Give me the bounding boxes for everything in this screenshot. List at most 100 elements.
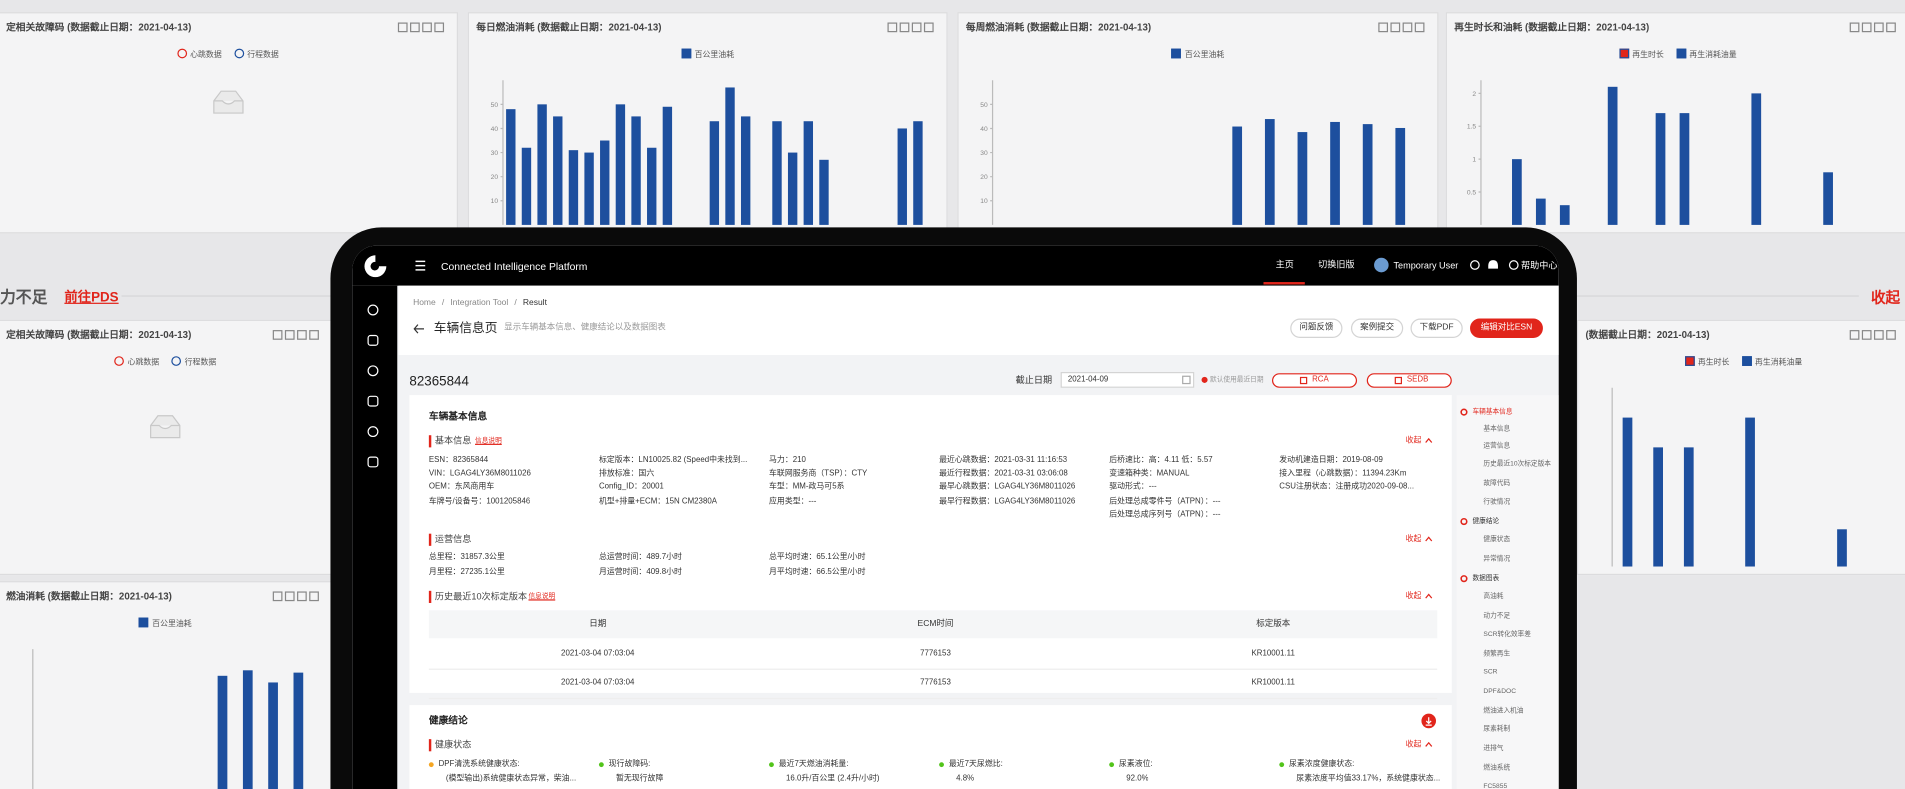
action-button[interactable]: 下载PDF [1410, 318, 1463, 338]
y-tick-label: 30 [491, 150, 499, 157]
nav-section[interactable]: 数据图表 [1472, 575, 1500, 583]
y-tick-label: 50 [980, 102, 988, 109]
legend-item: 百公里油耗 [681, 47, 735, 60]
chevron-shape [1425, 536, 1433, 542]
section-link[interactable]: 前往PDS [64, 290, 119, 306]
y-tick-label: 2 [1472, 91, 1476, 98]
nav-link[interactable]: 故障代码 [1483, 480, 1511, 488]
legend-item: 再生时长 [1684, 355, 1729, 367]
section-marker [428, 533, 432, 546]
action-button[interactable]: 问题反馈 [1290, 318, 1343, 338]
nav-link[interactable]: 高油耗 [1483, 593, 1504, 601]
legend-label: 百公里油耗 [694, 51, 735, 60]
nav-link[interactable]: 燃油系统 [1483, 764, 1511, 772]
chart-panel: (数据截止日期：2021-04-13) 再生时长 再生消耗油量 [1576, 319, 1905, 576]
app-title: Connected Intelligence Platform [441, 260, 588, 273]
table-cell: 2021-03-04 07:03:04 [561, 678, 635, 687]
legend-label: 心跳数据 [127, 358, 160, 368]
nav-link[interactable]: 异常情况 [1483, 555, 1511, 563]
nav-link[interactable]: 基本信息 [1483, 425, 1511, 433]
section-note[interactable]: 信息说明 [528, 593, 556, 601]
empty-icon-shape [212, 90, 243, 114]
info-field: 总运营时间：489.7小时 [598, 553, 682, 562]
section-toggle[interactable]: 收起 [1405, 740, 1422, 749]
nav-link[interactable]: 燃油进入机油 [1483, 707, 1524, 715]
table-cell: 7776153 [920, 649, 951, 658]
bar [787, 152, 798, 225]
card-title: 健康结论 [428, 714, 468, 726]
nav-item[interactable]: 主页 [1275, 258, 1294, 270]
nav-link[interactable]: FC5855 [1483, 782, 1508, 789]
panel-icon [1861, 22, 1872, 33]
action-button[interactable]: 编辑对比ESN [1470, 318, 1543, 338]
nav-section[interactable]: 健康结论 [1472, 517, 1500, 526]
date-value: 2021-04-09 [1067, 375, 1109, 385]
section-title: 健康状态 [434, 739, 472, 751]
bar [631, 116, 641, 225]
pill-icon-shape [1394, 376, 1402, 385]
pill-button[interactable] [1366, 373, 1452, 388]
nav-link[interactable]: 尿素耗制 [1483, 725, 1511, 734]
breadcrumb-item[interactable]: Integration Tool [450, 299, 509, 308]
nav-link[interactable]: 频繁再生 [1483, 650, 1511, 658]
user-name[interactable]: Temporary User [1393, 260, 1459, 272]
chart-panel: 每周燃油消耗 (数据截止日期：2021-04-13) 百公里油耗 10 20 30 40 5… [957, 12, 1439, 234]
table-cell: 2021-03-04 07:03:04 [561, 649, 635, 658]
nav-link[interactable]: 健康状态 [1483, 536, 1511, 544]
legend-swatch [171, 356, 182, 366]
section-toggle[interactable]: 收起 [1405, 436, 1422, 445]
bar [1559, 205, 1570, 225]
bar [709, 121, 720, 225]
panel-icon [1390, 22, 1401, 33]
nav-link[interactable]: 运营信息 [1483, 442, 1511, 450]
y-tick-label: 1 [1472, 157, 1476, 164]
nav-item[interactable]: 切换旧版 [1318, 258, 1355, 270]
pill-button[interactable] [1272, 373, 1358, 388]
nav-link[interactable]: DPF&DOC [1483, 688, 1517, 696]
status-label: 尿素液位: [1118, 759, 1153, 769]
app-screen: Connected Intelligence Platform 主页 切换旧版 Tem… [352, 245, 1559, 789]
bar [1330, 121, 1340, 225]
panel-icon [923, 22, 934, 33]
nav-link[interactable]: 进排气 [1483, 745, 1504, 753]
nav-link[interactable]: SCR [1483, 668, 1498, 676]
legend: 心跳数据 行程数据 [0, 355, 332, 367]
date-input[interactable] [1060, 372, 1195, 388]
nav-link[interactable]: 动力不足 [1483, 612, 1511, 621]
info-field: 月平均时速：66.5公里/小时 [769, 567, 866, 577]
empty-icon-shape [150, 415, 181, 439]
nav-link[interactable]: 行驶情况 [1483, 498, 1511, 506]
table-header-cell: 日期 [589, 620, 607, 629]
legend-label: 行程数据 [184, 358, 217, 368]
back-arrow-shape [413, 324, 425, 334]
bar [725, 87, 735, 225]
nav-link[interactable]: 历史最近10次标定版本 [1483, 460, 1551, 469]
section-toggle[interactable]: 收起 [1870, 289, 1901, 307]
table-header-cell: 标定版本 [1256, 620, 1291, 629]
section-title: 力不足 [0, 288, 48, 307]
bar [568, 150, 579, 225]
help-link[interactable]: 帮助中心 [1521, 260, 1558, 272]
panel-icon [1402, 22, 1413, 33]
section-toggle[interactable]: 收起 [1405, 534, 1422, 544]
legend-label: 行程数据 [247, 51, 279, 60]
bar [913, 121, 923, 225]
y-tick-label: 10 [980, 198, 988, 205]
action-button[interactable]: 案例提交 [1350, 318, 1404, 338]
info-field: OEM：东风商用车 [428, 482, 495, 492]
legend: 再生时长 再生消耗油量 [1447, 47, 1905, 60]
chart-title: (数据截止日期：2021-04-13) [1585, 329, 1710, 341]
chart-panel: 燃油消耗 (数据截止日期：2021-04-13) 百公里油耗 [0, 581, 333, 789]
section-note[interactable]: 信息说明 [475, 437, 502, 445]
panel-icon [1861, 330, 1872, 340]
breadcrumb-item[interactable]: Home [413, 299, 436, 308]
legend-item: 心跳数据 [176, 47, 222, 60]
bar-chart: 0.5 1 1.5 2 [1467, 80, 1833, 225]
section-toggle[interactable]: 收起 [1405, 592, 1422, 601]
status-dot [428, 762, 434, 768]
nav-link[interactable]: SCR转化效率差 [1483, 630, 1531, 639]
status-label: 尿素浓度健康状态: [1289, 759, 1355, 769]
legend-swatch [233, 48, 244, 59]
nav-section[interactable]: 车辆基本信息 [1472, 408, 1513, 416]
info-field: 最早行程数据：LGAG4LY36M8011026 [939, 497, 1076, 506]
